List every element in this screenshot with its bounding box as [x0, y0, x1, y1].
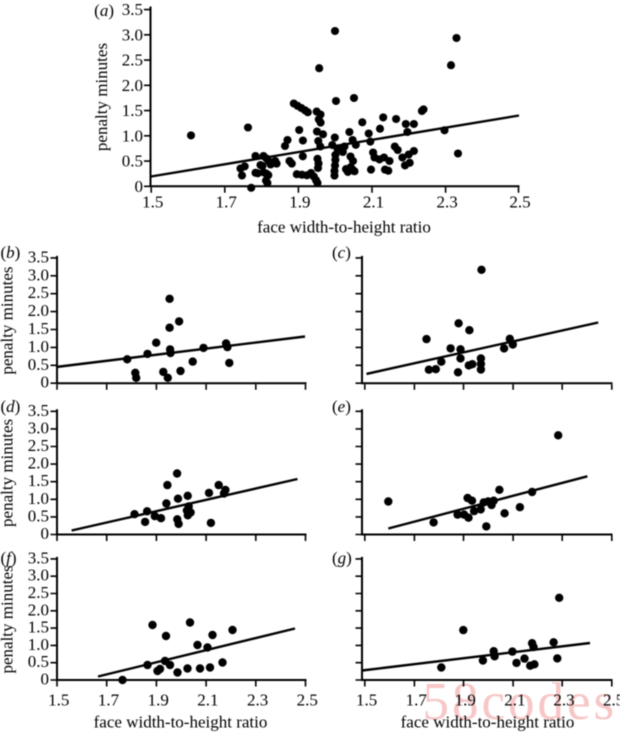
svg-text:2.5: 2.5: [297, 691, 318, 710]
svg-text:penalty minutes: penalty minutes: [92, 43, 111, 151]
svg-text:(e): (e): [332, 397, 351, 416]
svg-text:2.0: 2.0: [122, 76, 143, 95]
svg-text:2.5: 2.5: [28, 583, 49, 602]
svg-text:(d): (d): [1, 397, 21, 416]
svg-text:0.5: 0.5: [28, 506, 49, 525]
svg-text:(a): (a): [94, 1, 114, 20]
svg-text:2.0: 2.0: [28, 301, 49, 320]
svg-text:(b): (b): [1, 243, 21, 262]
svg-text:3.5: 3.5: [122, 0, 143, 19]
svg-text:2.5: 2.5: [603, 691, 620, 710]
svg-text:1.5: 1.5: [28, 319, 49, 338]
svg-text:2.1: 2.1: [197, 691, 218, 710]
svg-text:3.0: 3.0: [28, 265, 49, 284]
svg-text:2.1: 2.1: [504, 691, 525, 710]
svg-text:2.1: 2.1: [363, 193, 384, 212]
svg-text:3.5: 3.5: [28, 247, 49, 266]
svg-text:1.7: 1.7: [406, 691, 428, 710]
svg-text:2.3: 2.3: [247, 691, 268, 710]
svg-text:penalty minutes: penalty minutes: [0, 565, 17, 673]
svg-text:1.9: 1.9: [148, 691, 169, 710]
svg-text:1.0: 1.0: [28, 337, 49, 356]
svg-text:1.0: 1.0: [28, 635, 49, 654]
svg-text:face width-to-height ratio: face width-to-height ratio: [94, 713, 268, 732]
svg-text:58codes: 58codes: [423, 673, 618, 731]
svg-text:(g): (g): [332, 548, 352, 567]
svg-text:2.0: 2.0: [28, 600, 49, 619]
svg-text:1.0: 1.0: [28, 489, 49, 508]
svg-text:2.5: 2.5: [28, 283, 49, 302]
svg-text:1.5: 1.5: [28, 618, 49, 637]
svg-text:2.5: 2.5: [122, 51, 143, 70]
svg-text:3.0: 3.0: [28, 418, 49, 437]
svg-text:1.5: 1.5: [48, 691, 69, 710]
svg-text:2.3: 2.3: [553, 691, 574, 710]
svg-text:2.5: 2.5: [28, 436, 49, 455]
svg-text:3.5: 3.5: [28, 548, 49, 567]
svg-text:1.7: 1.7: [216, 193, 238, 212]
svg-text:1.5: 1.5: [122, 101, 143, 120]
svg-text:2.0: 2.0: [28, 454, 49, 473]
svg-text:1.9: 1.9: [289, 193, 310, 212]
svg-text:(c): (c): [332, 243, 351, 262]
svg-text:0: 0: [41, 670, 50, 689]
svg-text:0: 0: [135, 177, 144, 196]
svg-text:3.5: 3.5: [28, 401, 49, 420]
svg-text:3.0: 3.0: [28, 566, 49, 585]
svg-text:penalty minutes: penalty minutes: [0, 419, 17, 527]
svg-text:0.5: 0.5: [28, 355, 49, 374]
svg-text:1.5: 1.5: [142, 193, 163, 212]
svg-text:(f): (f): [1, 548, 17, 567]
svg-text:1.5: 1.5: [356, 691, 377, 710]
svg-text:penalty minutes: penalty minutes: [0, 266, 17, 374]
svg-text:face width-to-height ratio: face width-to-height ratio: [257, 218, 431, 237]
svg-text:2.3: 2.3: [436, 193, 457, 212]
svg-text:1.5: 1.5: [28, 471, 49, 490]
svg-text:0.5: 0.5: [122, 152, 143, 171]
svg-text:1.9: 1.9: [455, 691, 476, 710]
svg-text:1.0: 1.0: [122, 126, 143, 145]
svg-text:face width-to-height ratio: face width-to-height ratio: [401, 713, 575, 732]
svg-text:0: 0: [41, 373, 50, 392]
svg-text:0: 0: [41, 524, 50, 543]
svg-text:2.5: 2.5: [509, 193, 530, 212]
svg-text:3.0: 3.0: [122, 25, 143, 44]
svg-text:0.5: 0.5: [28, 652, 49, 671]
svg-text:1.7: 1.7: [98, 691, 120, 710]
